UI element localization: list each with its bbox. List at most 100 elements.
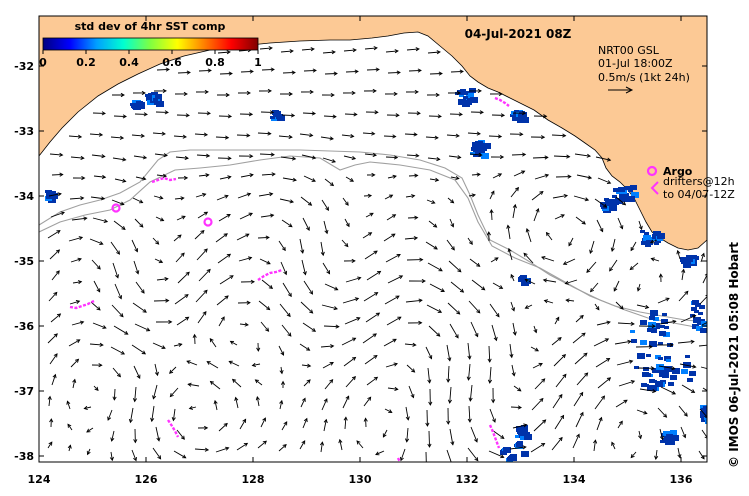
current-arrow-head [611,441,615,446]
current-vectors [47,46,713,462]
current-arrow-head [456,310,461,315]
current-arrow-head [373,46,378,51]
sst-cell [618,187,625,192]
current-arrow [615,196,626,206]
current-arrow-head [306,363,312,368]
current-arrow-head [289,49,294,54]
current-arrow-head [649,239,655,244]
current-arrow [189,406,197,410]
current-arrow [86,427,94,433]
current-arrow-head [467,355,472,360]
current-arrow [218,423,228,432]
current-arrow-head [356,440,361,445]
current-arrow-head [512,331,517,336]
current-arrow [257,440,267,449]
current-arrow-head [136,374,141,379]
current-arrow [133,365,141,379]
current-arrow [174,294,189,305]
sst-cell [515,435,520,438]
current-arrow-head [267,88,272,94]
current-arrow-head [405,416,410,421]
current-arrow [428,325,441,337]
current-arrow [236,442,248,451]
x-tick-label: 128 [242,473,265,486]
current-arrow-head [388,194,394,199]
current-arrow-head [495,313,500,318]
current-arrow [366,271,381,281]
current-arrow-head [150,417,155,423]
current-arrow-head [489,208,494,214]
current-arrow [551,134,566,137]
current-arrow [681,384,695,393]
current-arrow [217,51,231,54]
current-arrow-head [279,399,284,405]
current-arrow-head [109,456,114,462]
current-arrow-head [154,371,159,377]
current-arrow-head [77,257,82,262]
current-arrow [111,304,124,317]
current-arrow-head [266,306,271,311]
current-arrow [677,447,681,458]
sst-cell [689,371,696,376]
sst-cell [652,368,659,373]
sst-cell [521,427,526,430]
current-arrow [467,342,471,359]
current-arrow-head [120,201,125,206]
sst-cell [661,319,668,324]
current-arrow [426,304,442,313]
current-arrow [366,376,378,386]
current-arrow-head [53,333,58,338]
current-arrow [546,232,553,241]
current-arrow [155,216,164,221]
current-arrow [677,250,681,260]
current-arrow-head [682,433,687,439]
current-arrow-head [369,212,374,217]
current-arrow [658,365,675,370]
drifter-track [494,96,510,107]
current-arrow-head [710,368,713,371]
current-arrow-head [183,91,188,97]
current-arrow-head [521,152,527,157]
current-arrow [281,219,293,228]
current-arrow [383,233,396,242]
sst-cell [520,436,526,440]
current-arrow-head [598,416,603,422]
current-arrow-head [225,92,230,98]
current-arrow-head [393,362,398,367]
current-arrow-head [497,173,503,178]
current-arrow [699,408,707,418]
current-arrow [614,340,631,345]
current-arrow-head [202,192,207,197]
current-arrow [700,253,705,263]
current-arrow [240,71,254,73]
current-arrow [133,260,139,274]
current-arrow-head [630,380,636,384]
sst-cell [630,330,635,333]
current-arrow-head [446,378,451,383]
current-arrow-head [291,156,297,161]
current-arrow [387,72,401,74]
current-arrow-head [101,111,106,116]
current-arrow [512,322,516,335]
y-tick-label: -34 [14,190,34,203]
current-arrow-head [373,376,379,381]
current-arrow [450,281,464,293]
current-arrow [280,366,283,374]
current-arrow-head [438,267,443,272]
current-arrow [507,225,511,240]
current-arrow-head [311,155,317,160]
sst-cell [650,310,658,316]
current-arrow [176,429,185,440]
colorbar-tick-label: 0.2 [76,56,96,69]
colorbar-title: std dev of 4hr SST comp [75,20,226,33]
current-arrow [492,173,502,179]
current-arrow [513,385,522,392]
current-arrow [510,274,515,282]
sst-cell [631,339,637,343]
current-arrow-head [352,337,357,342]
current-arrow-head [66,400,71,405]
current-arrow-head [75,300,81,305]
current-arrow-head [500,435,505,439]
current-arrow-head [419,257,424,262]
current-arrow-head [48,441,53,446]
